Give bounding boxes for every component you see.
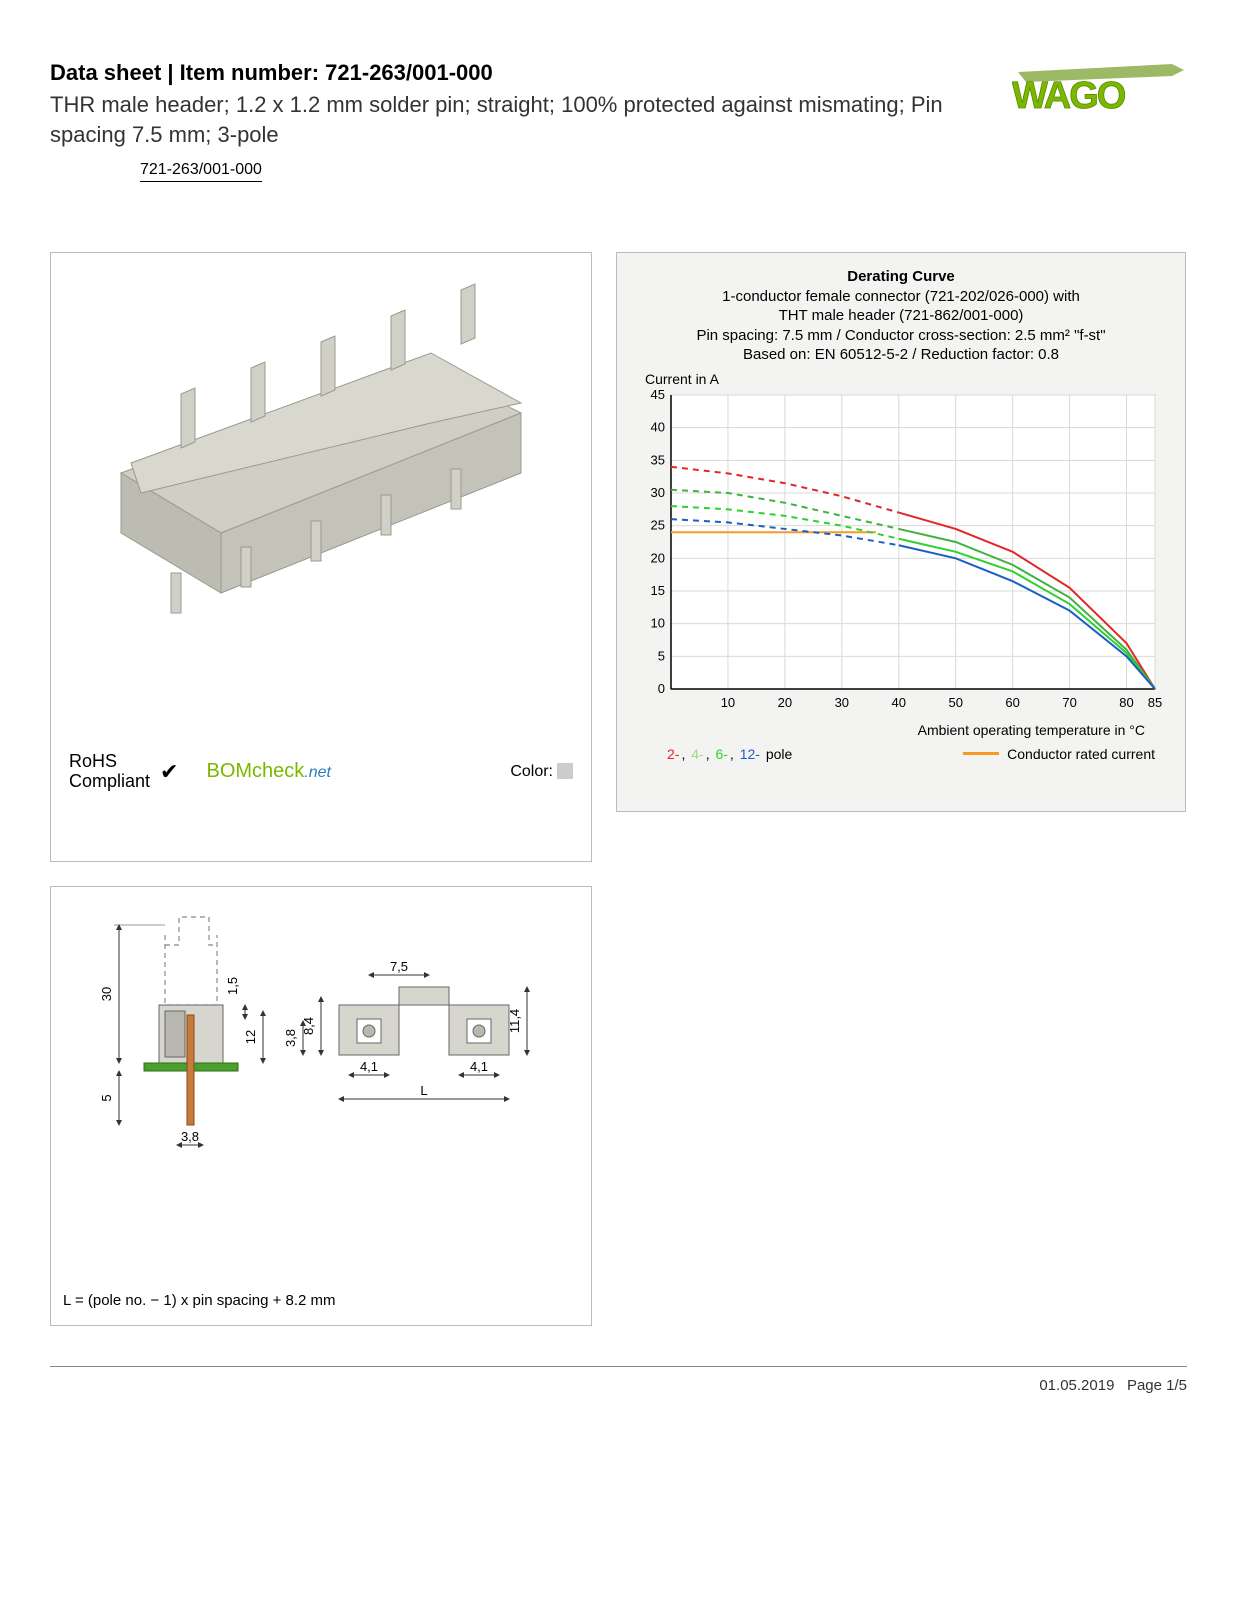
svg-text:11,4: 11,4 bbox=[507, 1009, 522, 1033]
svg-text:12: 12 bbox=[243, 1030, 258, 1044]
svg-text:20: 20 bbox=[778, 695, 792, 710]
svg-text:45: 45 bbox=[651, 387, 665, 402]
color-swatch bbox=[557, 763, 573, 779]
svg-text:60: 60 bbox=[1005, 695, 1019, 710]
derating-chart-panel: Derating Curve 1-conductor female connec… bbox=[616, 252, 1186, 812]
svg-text:30: 30 bbox=[99, 987, 114, 1001]
legend-pole: 4- bbox=[691, 746, 703, 762]
svg-text:15: 15 bbox=[651, 583, 665, 598]
page-title: Data sheet | Item number: 721-263/001-00… bbox=[50, 60, 1012, 86]
wago-logo: WAGO WAGO bbox=[1012, 60, 1187, 115]
svg-text:25: 25 bbox=[651, 518, 665, 533]
svg-text:0: 0 bbox=[658, 681, 665, 696]
svg-text:7,5: 7,5 bbox=[390, 959, 408, 974]
color-label: Color: bbox=[510, 763, 573, 781]
svg-text:4,1: 4,1 bbox=[360, 1059, 378, 1074]
legend-pole: 6- bbox=[715, 746, 727, 762]
header: Data sheet | Item number: 721-263/001-00… bbox=[50, 60, 1187, 182]
rated-line-icon bbox=[963, 752, 999, 755]
svg-text:50: 50 bbox=[948, 695, 962, 710]
svg-text:20: 20 bbox=[651, 550, 665, 565]
x-axis-label: Ambient operating temperature in °C bbox=[627, 722, 1175, 738]
page-subtitle: THR male header; 1.2 x 1.2 mm solder pin… bbox=[50, 90, 1012, 149]
svg-text:10: 10 bbox=[651, 616, 665, 631]
svg-text:5: 5 bbox=[658, 648, 665, 663]
check-icon: ✔ bbox=[160, 759, 178, 785]
y-axis-label: Current in A bbox=[627, 371, 1175, 387]
legend-pole: 2- bbox=[667, 746, 679, 762]
svg-text:5: 5 bbox=[99, 1095, 114, 1102]
page-footer: 01.05.2019 Page 1/5 bbox=[50, 1366, 1187, 1394]
connector-image bbox=[101, 273, 541, 633]
svg-text:85: 85 bbox=[1148, 695, 1162, 710]
product-image-panel: RoHS Compliant ✔ BOMcheck.net Color: bbox=[50, 252, 592, 862]
technical-drawing-panel: 301,51253,87,58,43,811,44,14,1L L = (pol… bbox=[50, 886, 592, 1326]
svg-text:30: 30 bbox=[651, 485, 665, 500]
item-number-link[interactable]: 721-263/001-000 bbox=[140, 161, 262, 182]
svg-text:WAGO: WAGO bbox=[1012, 75, 1125, 115]
derating-chart: 0 5 10 15 20 25 30 35 40 45 10 20 30 40 50 60 70 80 85 bbox=[627, 387, 1175, 717]
legend-pole-suffix: pole bbox=[762, 746, 792, 762]
svg-text:35: 35 bbox=[651, 452, 665, 467]
svg-text:3,8: 3,8 bbox=[181, 1129, 199, 1144]
svg-text:40: 40 bbox=[651, 420, 665, 435]
svg-text:L: L bbox=[420, 1083, 427, 1098]
svg-text:70: 70 bbox=[1062, 695, 1076, 710]
svg-text:80: 80 bbox=[1119, 695, 1133, 710]
svg-text:30: 30 bbox=[835, 695, 849, 710]
svg-text:1,5: 1,5 bbox=[225, 977, 240, 995]
footer-page: Page 1/5 bbox=[1127, 1377, 1187, 1394]
chart-title: Derating Curve 1-conductor female connec… bbox=[627, 267, 1175, 365]
drawing-caption: L = (pole no. − 1) x pin spacing + 8.2 m… bbox=[63, 1292, 336, 1309]
chart-legend: 2-, 4-, 6-, 12- pole Conductor rated cur… bbox=[627, 738, 1175, 762]
rohs-label: RoHS Compliant bbox=[69, 752, 150, 792]
technical-drawing: 301,51253,87,58,43,811,44,14,1L bbox=[59, 895, 585, 1255]
svg-text:40: 40 bbox=[892, 695, 906, 710]
svg-text:10: 10 bbox=[721, 695, 735, 710]
rated-label: Conductor rated current bbox=[1007, 746, 1155, 762]
legend-pole: 12- bbox=[740, 746, 760, 762]
svg-text:4,1: 4,1 bbox=[470, 1059, 488, 1074]
svg-text:3,8: 3,8 bbox=[283, 1029, 298, 1047]
bomcheck-logo: BOMcheck.net bbox=[206, 760, 331, 783]
footer-date: 01.05.2019 bbox=[1039, 1377, 1114, 1394]
